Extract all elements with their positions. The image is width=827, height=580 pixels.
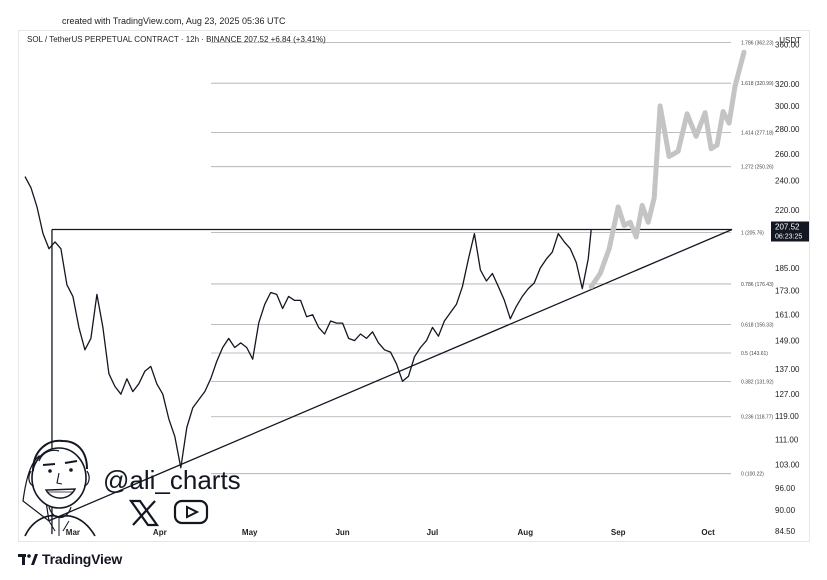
y-tick-label-6: 220.00 — [775, 206, 800, 215]
y-tick-label-1: 320.00 — [775, 80, 800, 89]
time-axis: Mar Apr May Jun Jul Aug Sep Oct — [66, 528, 715, 537]
symbol-info: SOL / TetherUS PERPETUAL CONTRACT · 12h … — [27, 35, 326, 44]
fib-label-7: 0.5 (143.61) — [741, 351, 768, 357]
y-tick-label-3: 280.00 — [775, 125, 800, 134]
y-tick-label-7: 185.00 — [775, 264, 800, 273]
x-tick-label-5: Aug — [518, 528, 534, 537]
tradingview-logo-icon — [18, 553, 38, 565]
fib-label-3: 1.272 (250.26) — [741, 165, 774, 171]
fib-label-10: 0 (100.22) — [741, 472, 764, 478]
x-tick-label-2: May — [242, 528, 258, 537]
y-tick-label-16: 96.00 — [775, 484, 796, 493]
y-tick-label-2: 300.00 — [775, 102, 800, 111]
y-tick-label-14: 111.00 — [775, 435, 799, 444]
created-caption: created with TradingView.com, Aug 23, 20… — [62, 16, 286, 26]
tradingview-logo-text: TradingView — [42, 551, 123, 567]
tradingview-logo[interactable]: TradingView — [18, 551, 122, 567]
x-tick-label-1: Apr — [153, 528, 167, 537]
y-tick-label-8: 173.00 — [775, 287, 800, 296]
x-tick-label-6: Sep — [611, 528, 626, 537]
y-tick-label-10: 149.00 — [775, 337, 800, 346]
x-tick-label-7: Oct — [701, 528, 715, 537]
price-line — [24, 176, 592, 469]
x-tick-label-3: Jun — [335, 528, 349, 537]
x-tick-label-4: Jul — [427, 528, 439, 537]
y-tick-label-17: 90.00 — [775, 506, 796, 515]
price-chart[interactable]: 1.786 (362.23) 1.618 (320.99) 1.414 (277.1… — [19, 31, 809, 541]
fib-label-0: 1.786 (362.23) — [741, 41, 774, 47]
fib-label-2: 1.414 (277.18) — [741, 130, 774, 136]
youtube-icon[interactable] — [173, 499, 209, 525]
fib-label-5: 0.786 (176.43) — [741, 282, 774, 288]
price-tag-countdown: 06:23:25 — [775, 234, 802, 241]
projection-line — [588, 49, 747, 290]
y-tick-label-15: 103.00 — [775, 461, 800, 470]
y-tick-label-9: 161.00 — [775, 311, 800, 320]
currency-label: USDT — [779, 36, 801, 45]
y-tick-label-4: 260.00 — [775, 150, 800, 159]
price-tag-value: 207.52 — [775, 223, 800, 232]
y-tick-label-13: 119.00 — [775, 412, 799, 421]
y-tick-label-5: 240.00 — [775, 177, 800, 186]
fib-levels: 1.786 (362.23) 1.618 (320.99) 1.414 (277.1… — [211, 41, 774, 478]
fib-label-6: 0.618 (156.33) — [741, 323, 774, 329]
fib-label-8: 0.382 (131.92) — [741, 379, 774, 385]
price-axis: 360.00 320.00 300.00 280.00 260.00 240.00 220.… — [775, 41, 800, 536]
x-tick-label-0: Mar — [66, 528, 80, 537]
trendline-2[interactable] — [48, 228, 733, 522]
y-tick-label-0: 360.00 — [775, 41, 800, 50]
x-icon[interactable] — [128, 499, 160, 527]
price-tag: 207.52 06:23:25 — [771, 221, 809, 242]
y-tick-label-11: 137.00 — [775, 365, 800, 374]
fib-label-9: 0.236 (118.77) — [741, 415, 773, 421]
y-tick-label-12: 127.00 — [775, 390, 800, 399]
chart-panel[interactable]: 1.786 (362.23) 1.618 (320.99) 1.414 (277.1… — [18, 30, 810, 542]
fib-label-4: 1 (205.76) — [741, 230, 764, 236]
fib-label-1: 1.618 (320.99) — [741, 81, 774, 87]
price-tag-box — [771, 221, 809, 242]
watermark-handle: @ali_charts — [103, 465, 241, 495]
avatar — [22, 439, 96, 537]
y-tick-label-18: 84.50 — [775, 527, 796, 536]
